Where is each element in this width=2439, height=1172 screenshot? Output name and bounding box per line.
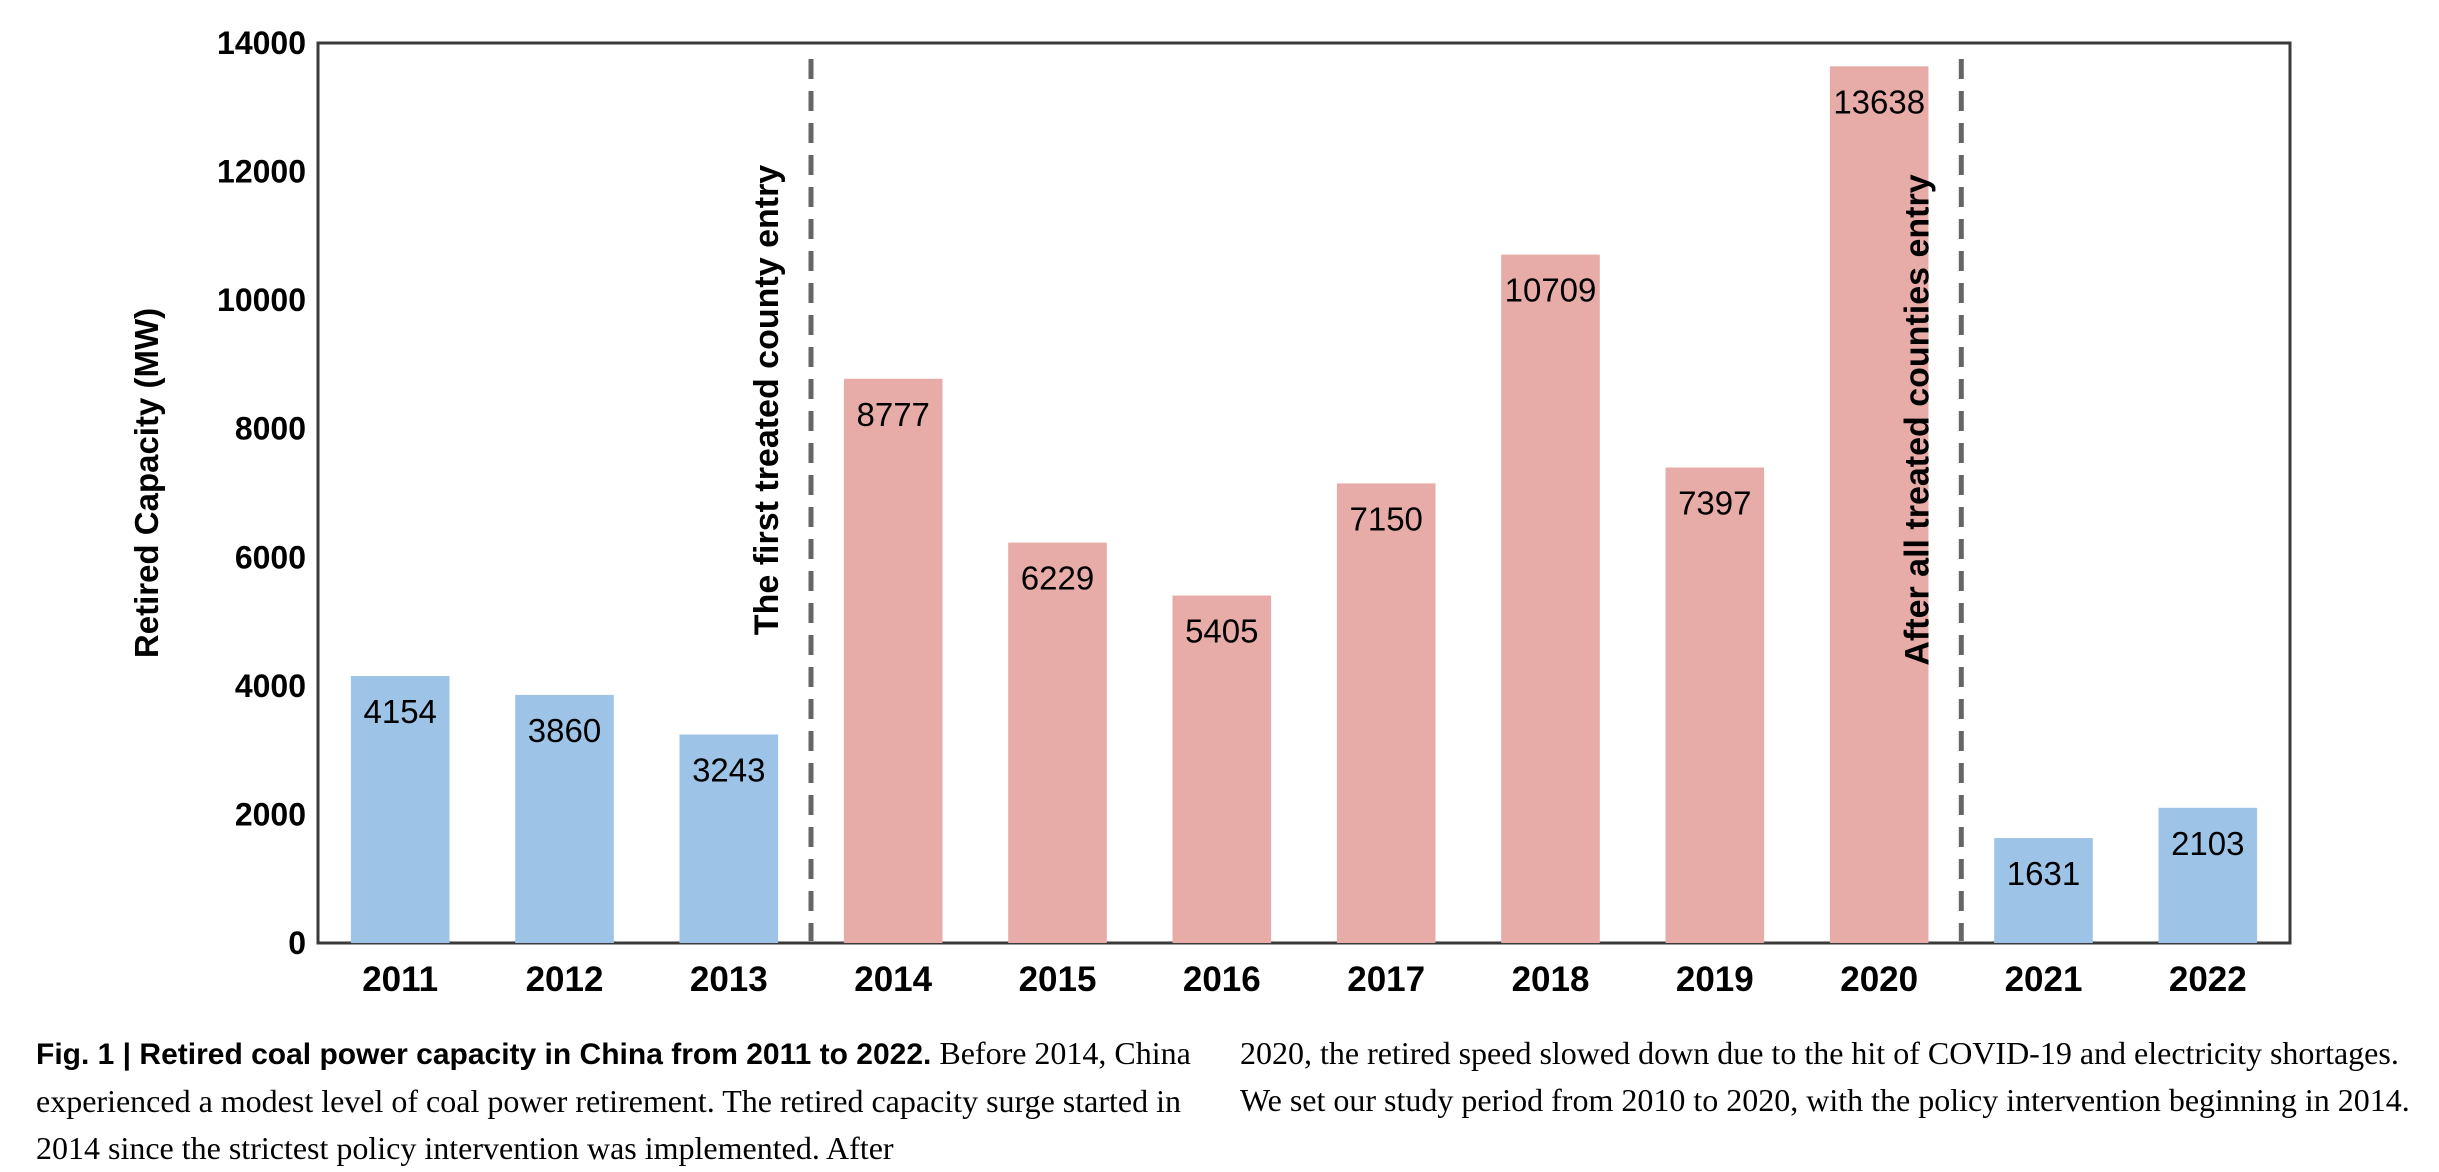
- x-tick-2011: 2011: [362, 960, 438, 999]
- bar-2011: [350, 676, 450, 943]
- y-tick-0: 0: [288, 925, 306, 961]
- y-tick-12000: 12000: [217, 154, 306, 190]
- marker-label-2: After all treated counties entry: [1898, 174, 1936, 665]
- y-tick-4000: 4000: [235, 668, 306, 704]
- figure-caption-text-left: Before 2014, China experienced a modest …: [36, 1035, 1191, 1166]
- x-tick-2020: 2020: [1840, 960, 1918, 999]
- bar-2016: [1172, 595, 1272, 943]
- data-label-2017: 7150: [1349, 500, 1422, 537]
- bar-2013: [679, 734, 779, 943]
- marker-lines-group: The first treated county entry After all …: [748, 59, 1964, 941]
- y-tick-14000: 14000: [217, 25, 306, 61]
- x-tick-2012: 2012: [526, 960, 604, 999]
- x-tick-2015: 2015: [1019, 960, 1097, 999]
- bar-2019: [1665, 467, 1765, 943]
- bar-2014: [843, 378, 943, 943]
- bar-2015: [1008, 542, 1107, 943]
- bars-group: [350, 66, 2258, 944]
- x-tick-2016: 2016: [1183, 960, 1261, 999]
- data-label-2013: 3243: [692, 752, 765, 789]
- x-axis-ticks: 2011 2012 2013 2014 2015 2016 2017 2018 2019 2020…: [362, 960, 2247, 999]
- marker-label-1: The first treated county entry: [748, 165, 786, 636]
- x-tick-2014: 2014: [854, 960, 932, 999]
- bar-2020: [1829, 66, 1929, 944]
- data-label-2021: 1631: [2007, 855, 2080, 892]
- y-axis-label: Retired Capacity (MW): [128, 308, 165, 658]
- x-tick-2019: 2019: [1676, 960, 1754, 999]
- y-tick-10000: 10000: [217, 282, 306, 318]
- x-tick-2022: 2022: [2169, 960, 2247, 999]
- figure-caption-text-right: 2020, the retired speed slowed down due …: [1240, 1035, 2410, 1118]
- bar-2012: [515, 694, 614, 943]
- bar-2017: [1336, 483, 1436, 943]
- figure-caption-right: 2020, the retired speed slowed down due …: [1240, 1030, 2410, 1124]
- x-tick-2017: 2017: [1347, 960, 1425, 999]
- bar-2022: [2158, 807, 2258, 943]
- bar-2021: [1994, 838, 2093, 943]
- bar-chart: 4154 3860 3243 8777 6229 5405 7150 10709 7397 136…: [128, 25, 2292, 999]
- y-tick-6000: 6000: [235, 539, 306, 575]
- y-tick-8000: 8000: [235, 411, 306, 447]
- bar-2018: [1501, 254, 1600, 944]
- data-label-2016: 5405: [1185, 613, 1258, 650]
- x-tick-2013: 2013: [690, 960, 768, 999]
- data-label-2011: 4154: [363, 693, 436, 730]
- data-label-2022: 2103: [2171, 825, 2244, 862]
- figure-caption-title: Fig. 1 | Retired coal power capacity in …: [36, 1038, 932, 1071]
- y-tick-2000: 2000: [235, 796, 306, 832]
- data-label-2015: 6229: [1021, 560, 1094, 597]
- figure-caption-left: Fig. 1 | Retired coal power capacity in …: [36, 1030, 1196, 1172]
- data-label-2019: 7397: [1678, 485, 1751, 522]
- y-axis-ticks: 0 2000 4000 6000 8000 10000 12000 14000: [217, 25, 306, 961]
- value-labels-group: 4154 3860 3243 8777 6229 5405 7150 10709 7397 136…: [363, 83, 2244, 892]
- data-label-2012: 3860: [528, 712, 601, 749]
- plot-area-frame: [316, 41, 2292, 945]
- data-label-2018: 10709: [1505, 272, 1597, 309]
- x-tick-2018: 2018: [1512, 960, 1590, 999]
- data-label-2014: 8777: [856, 396, 929, 433]
- data-label-2020: 13638: [1833, 83, 1925, 120]
- x-tick-2021: 2021: [2005, 960, 2083, 999]
